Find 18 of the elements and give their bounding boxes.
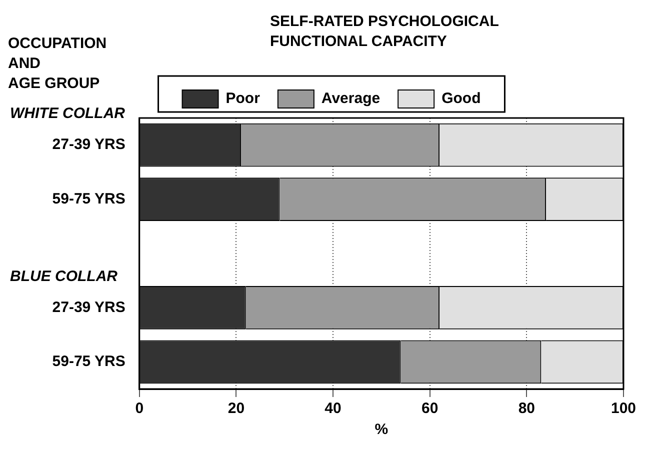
y-tick-label: 59-75 YRS <box>52 353 126 370</box>
x-tick-label: 40 <box>324 400 342 418</box>
y-axis-title: OCCUPATION AND AGE GROUP <box>8 34 107 94</box>
x-tick-label: 60 <box>422 400 438 418</box>
x-tick-label: 80 <box>518 400 536 418</box>
y-tick-label: 27-39 YRS <box>52 298 126 316</box>
y-tick-label: 27-39 YRS <box>52 136 126 154</box>
y-tick-label: 59-75 YRS <box>52 190 126 208</box>
x-axis-title: % <box>374 421 388 438</box>
text: BLUE COLLAR <box>10 268 118 285</box>
legend-label: Average <box>321 90 380 108</box>
text: WHITE COLLAR <box>10 105 126 122</box>
legend-label: Poor <box>226 90 260 108</box>
x-tick-label: 20 <box>228 400 245 418</box>
x-tick-label: 0 <box>135 400 144 418</box>
legend-label: Good <box>442 90 481 108</box>
x-tick-label: 100 <box>610 400 636 418</box>
chart-title: SELF-RATED PSYCHOLOGICAL FUNCTIONAL CAPACITY <box>270 12 500 52</box>
